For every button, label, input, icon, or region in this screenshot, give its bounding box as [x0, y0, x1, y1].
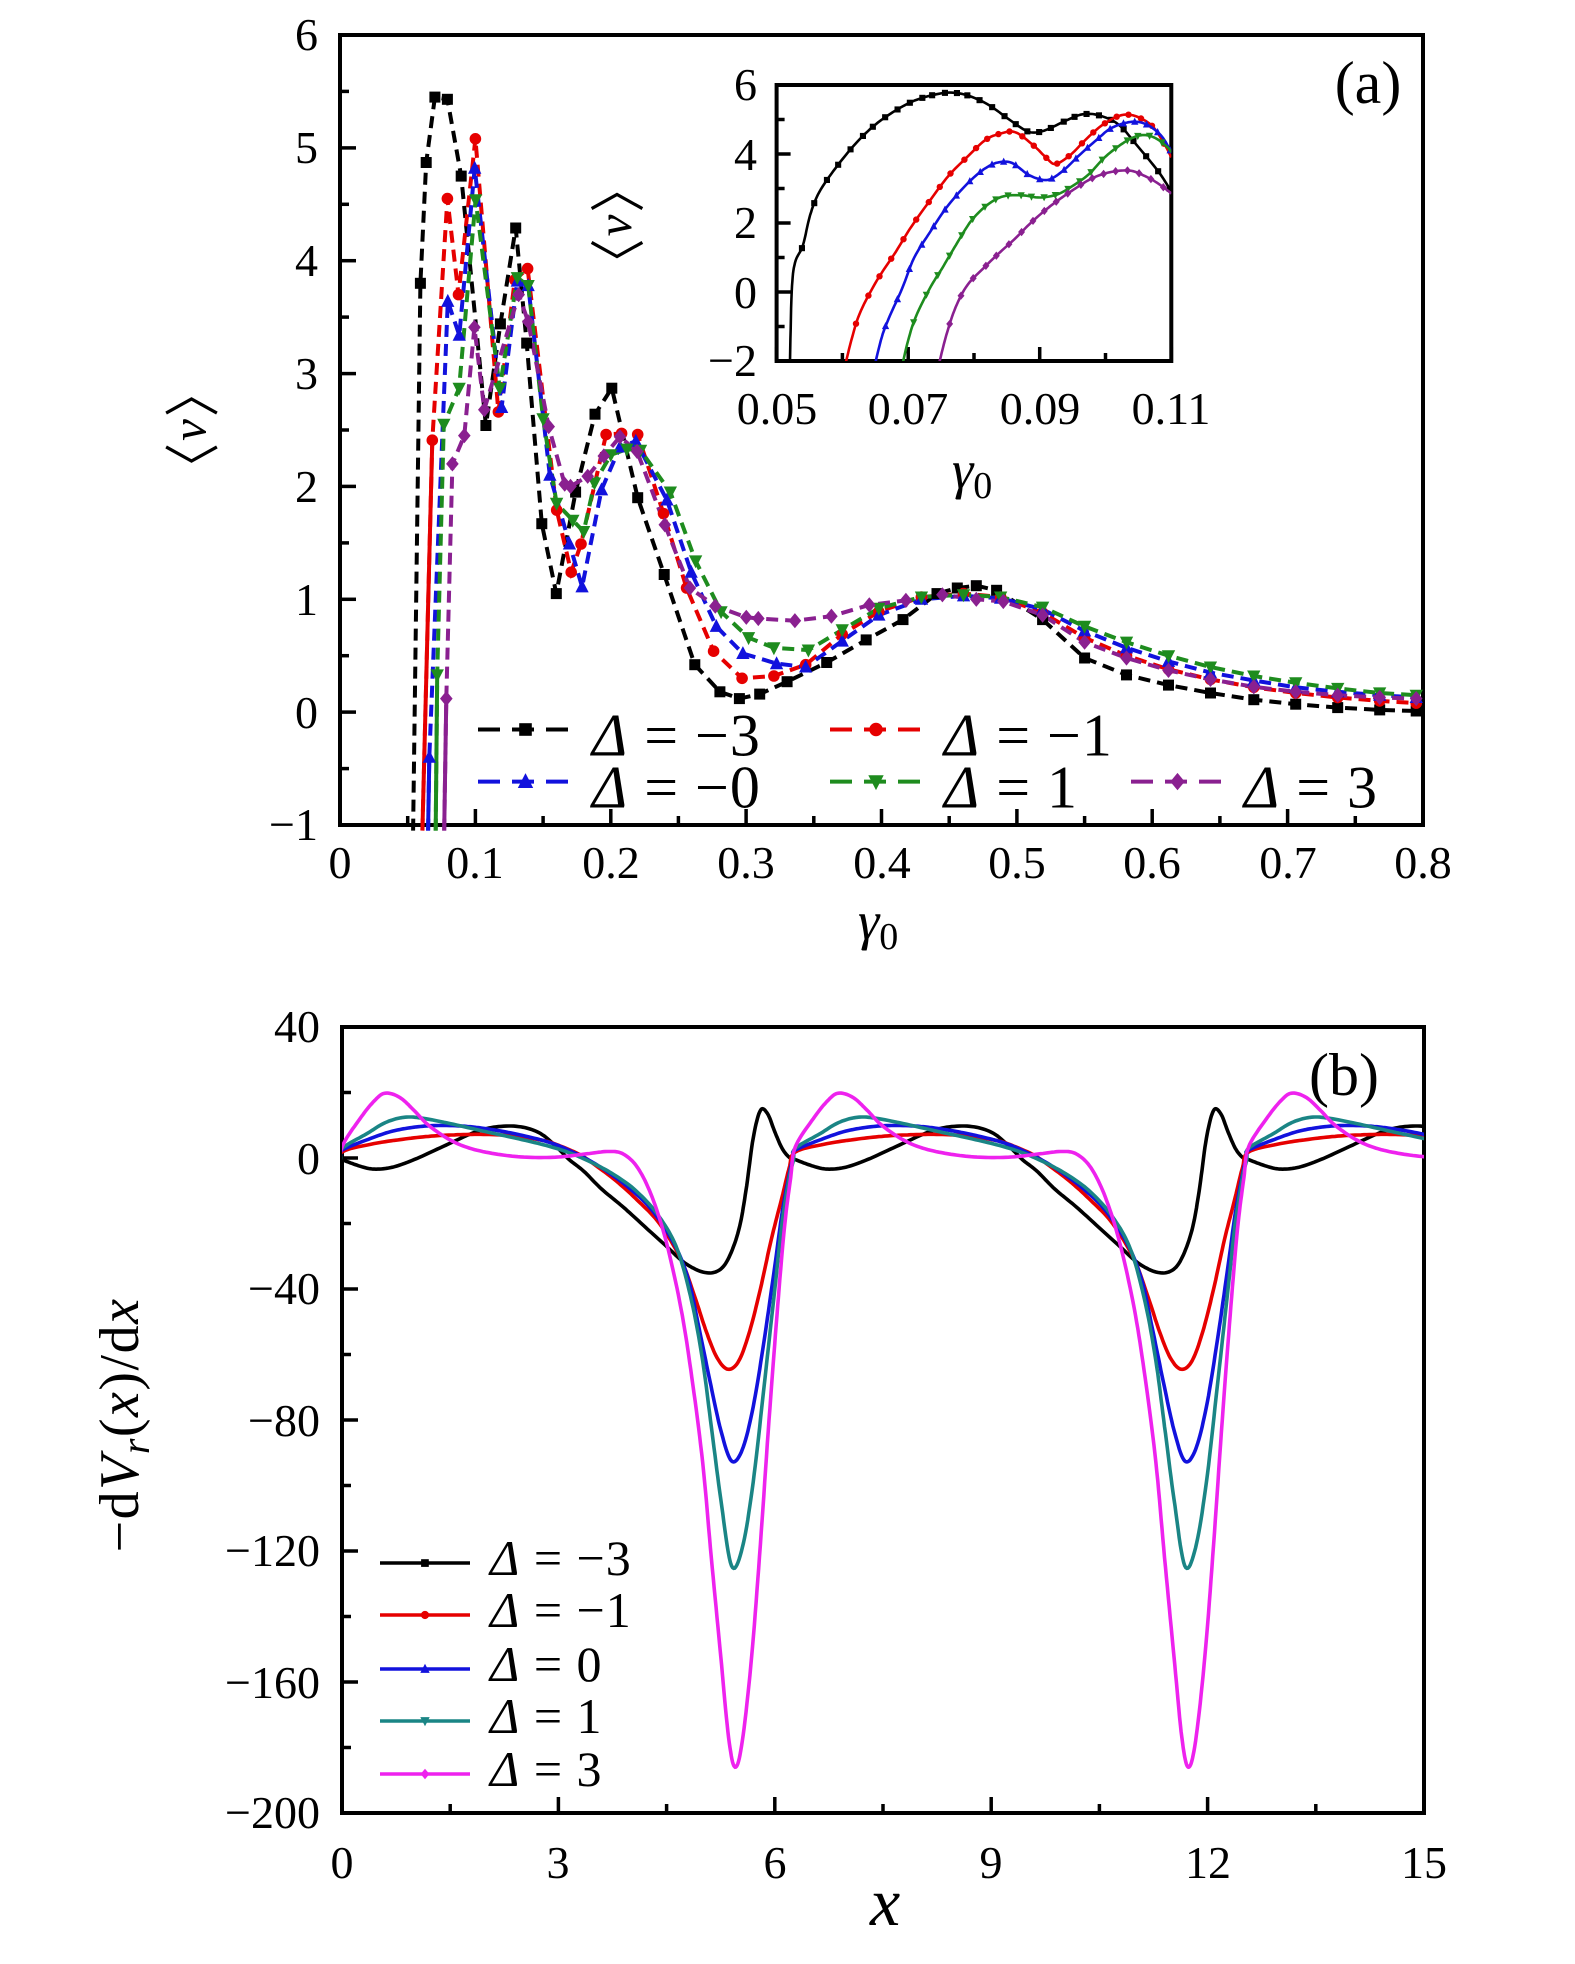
svg-text:0.7: 0.7 [1259, 837, 1317, 888]
svg-text:0: 0 [331, 1837, 354, 1888]
svg-text:Δ = 3: Δ = 3 [1242, 755, 1378, 821]
svg-text:40: 40 [274, 1001, 320, 1052]
svg-text:x: x [869, 1864, 900, 1940]
svg-text:Δ = −0: Δ = −0 [590, 755, 761, 821]
svg-text:Δ = 1: Δ = 1 [942, 755, 1078, 821]
svg-text:0.4: 0.4 [853, 837, 911, 888]
svg-text:6: 6 [764, 1837, 787, 1888]
svg-text:(b): (b) [1309, 1042, 1379, 1108]
svg-text:Δ = 3: Δ = 3 [488, 1741, 603, 1797]
svg-text:−200: −200 [225, 1787, 320, 1838]
svg-text:Δ = −3: Δ = −3 [590, 703, 761, 769]
svg-text:2: 2 [734, 197, 757, 248]
svg-text:2: 2 [295, 461, 318, 512]
svg-text:−1: −1 [269, 799, 318, 850]
svg-text:6: 6 [734, 59, 757, 110]
svg-text:−80: −80 [248, 1395, 320, 1446]
svg-text:γ0: γ0 [858, 891, 898, 958]
svg-text:1: 1 [295, 574, 318, 625]
svg-text:5: 5 [295, 122, 318, 173]
svg-text:0.1: 0.1 [446, 837, 504, 888]
svg-text:Δ = −1: Δ = −1 [488, 1582, 632, 1638]
svg-text:0.05: 0.05 [737, 383, 818, 434]
svg-text:0: 0 [295, 687, 318, 738]
svg-text:0.8: 0.8 [1394, 837, 1452, 888]
svg-text:−40: −40 [248, 1263, 320, 1314]
svg-text:0.09: 0.09 [1000, 383, 1081, 434]
svg-text:0: 0 [297, 1133, 320, 1184]
svg-text:Δ = 1: Δ = 1 [488, 1688, 603, 1744]
svg-text:4: 4 [734, 129, 757, 180]
svg-text:15: 15 [1401, 1837, 1447, 1888]
svg-text:Δ = 0: Δ = 0 [488, 1636, 603, 1692]
svg-text:3: 3 [547, 1837, 570, 1888]
svg-text:−160: −160 [225, 1657, 320, 1708]
svg-text:−120: −120 [225, 1525, 320, 1576]
svg-text:9: 9 [980, 1837, 1003, 1888]
svg-text:0.2: 0.2 [582, 837, 640, 888]
svg-text:0.3: 0.3 [717, 837, 775, 888]
svg-text:0.07: 0.07 [868, 383, 949, 434]
svg-text:12: 12 [1185, 1837, 1231, 1888]
svg-text:v: v [162, 419, 217, 441]
svg-text:0.5: 0.5 [988, 837, 1046, 888]
svg-text:0.6: 0.6 [1123, 837, 1181, 888]
svg-text:0: 0 [329, 837, 352, 888]
svg-text:−2: −2 [708, 335, 757, 386]
svg-text:6: 6 [295, 9, 318, 60]
svg-text:v: v [587, 214, 642, 236]
svg-text:0: 0 [734, 267, 757, 318]
svg-text:Δ = −1: Δ = −1 [942, 703, 1113, 769]
svg-text:(a): (a) [1335, 50, 1402, 116]
svg-text:4: 4 [295, 235, 318, 286]
svg-text:−dVr(x)/dx: −dVr(x)/dx [89, 1298, 158, 1553]
svg-text:Δ = −3: Δ = −3 [488, 1530, 632, 1586]
svg-text:3: 3 [295, 348, 318, 399]
svg-text:0.11: 0.11 [1132, 383, 1211, 434]
